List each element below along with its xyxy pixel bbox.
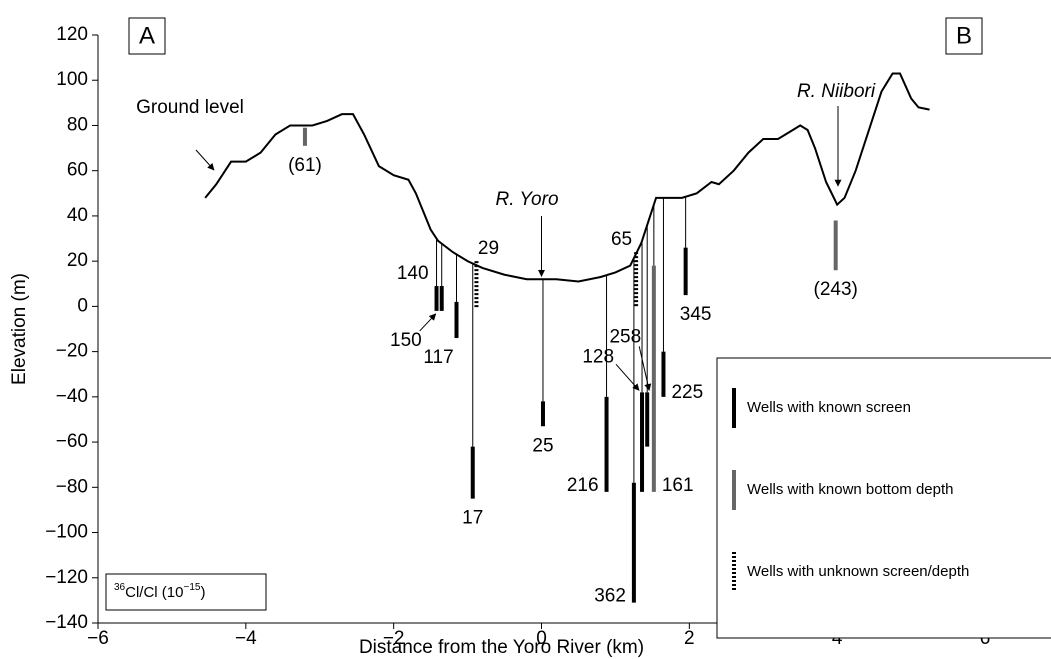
note-part: Cl/Cl (10	[125, 584, 183, 601]
y-tick-label: −140	[45, 612, 88, 633]
well-label: 362	[594, 586, 626, 607]
well-label: 140	[397, 263, 429, 284]
well-label: 128	[582, 346, 614, 367]
x-tick-label: −6	[87, 628, 109, 649]
x-tick-label: −2	[383, 628, 405, 649]
well-label: 216	[567, 475, 599, 496]
legend-label: Wells with unknown screen/depth	[747, 563, 969, 580]
y-tick-label: 120	[56, 24, 88, 45]
well-label: 258	[609, 326, 641, 347]
note-part: −15	[183, 582, 200, 593]
ground-line	[204, 72, 930, 283]
x-axis-label: Distance from the Yoro River (km)	[359, 637, 644, 658]
x-tick-label: 4	[832, 628, 843, 649]
note-part: 36	[114, 582, 126, 593]
well-label: 150	[390, 330, 422, 351]
well-label: 65	[611, 229, 632, 250]
label-arrow	[419, 313, 437, 332]
label-arrow	[615, 363, 640, 391]
x-tick-label: 0	[536, 628, 547, 649]
legend-box	[716, 357, 1051, 639]
y-tick-label: −40	[56, 386, 88, 407]
well-label: (61)	[288, 155, 322, 176]
y-tick-label: 80	[67, 114, 88, 135]
y-tick-label: 100	[56, 69, 88, 90]
y-tick-label: −20	[56, 341, 88, 362]
x-tick-label: 2	[684, 628, 695, 649]
river-label: R. Niibori	[797, 81, 876, 102]
x-tick-label: −4	[235, 628, 257, 649]
well-label: 25	[532, 435, 553, 456]
y-tick-label: −80	[56, 476, 88, 497]
well-label: 17	[462, 508, 483, 529]
well-label: 225	[671, 382, 703, 403]
y-axis-label: Elevation (m)	[9, 273, 30, 385]
panel-label-box	[945, 17, 983, 55]
note: 36Cl/Cl (10−15)	[114, 582, 205, 601]
well-label: (243)	[814, 279, 858, 300]
panel-label-box	[128, 17, 166, 55]
note-part: )	[200, 584, 205, 601]
ground-label: Ground level	[136, 97, 244, 118]
y-tick-label: 20	[67, 250, 88, 271]
river-label: R. Yoro	[495, 189, 558, 210]
annotation-arrow	[195, 149, 215, 171]
legend-label: Wells with known bottom depth	[747, 481, 954, 498]
panel-label: B	[956, 22, 972, 49]
y-tick-label: −100	[45, 522, 88, 543]
legend-label: Wells with known screen	[747, 399, 911, 416]
panel-label: A	[139, 22, 155, 49]
well-label: 345	[680, 304, 712, 325]
y-tick-label: 40	[67, 205, 88, 226]
y-tick-label: −120	[45, 567, 88, 588]
x-tick-label: 6	[980, 628, 991, 649]
y-tick-label: 60	[67, 160, 88, 181]
well-label: 29	[478, 238, 499, 259]
well-label: 117	[423, 347, 453, 368]
y-tick-label: −60	[56, 431, 88, 452]
y-tick-label: 0	[77, 295, 88, 316]
well-label: 161	[662, 475, 694, 496]
label-arrow	[638, 346, 652, 392]
note-box	[105, 573, 267, 611]
